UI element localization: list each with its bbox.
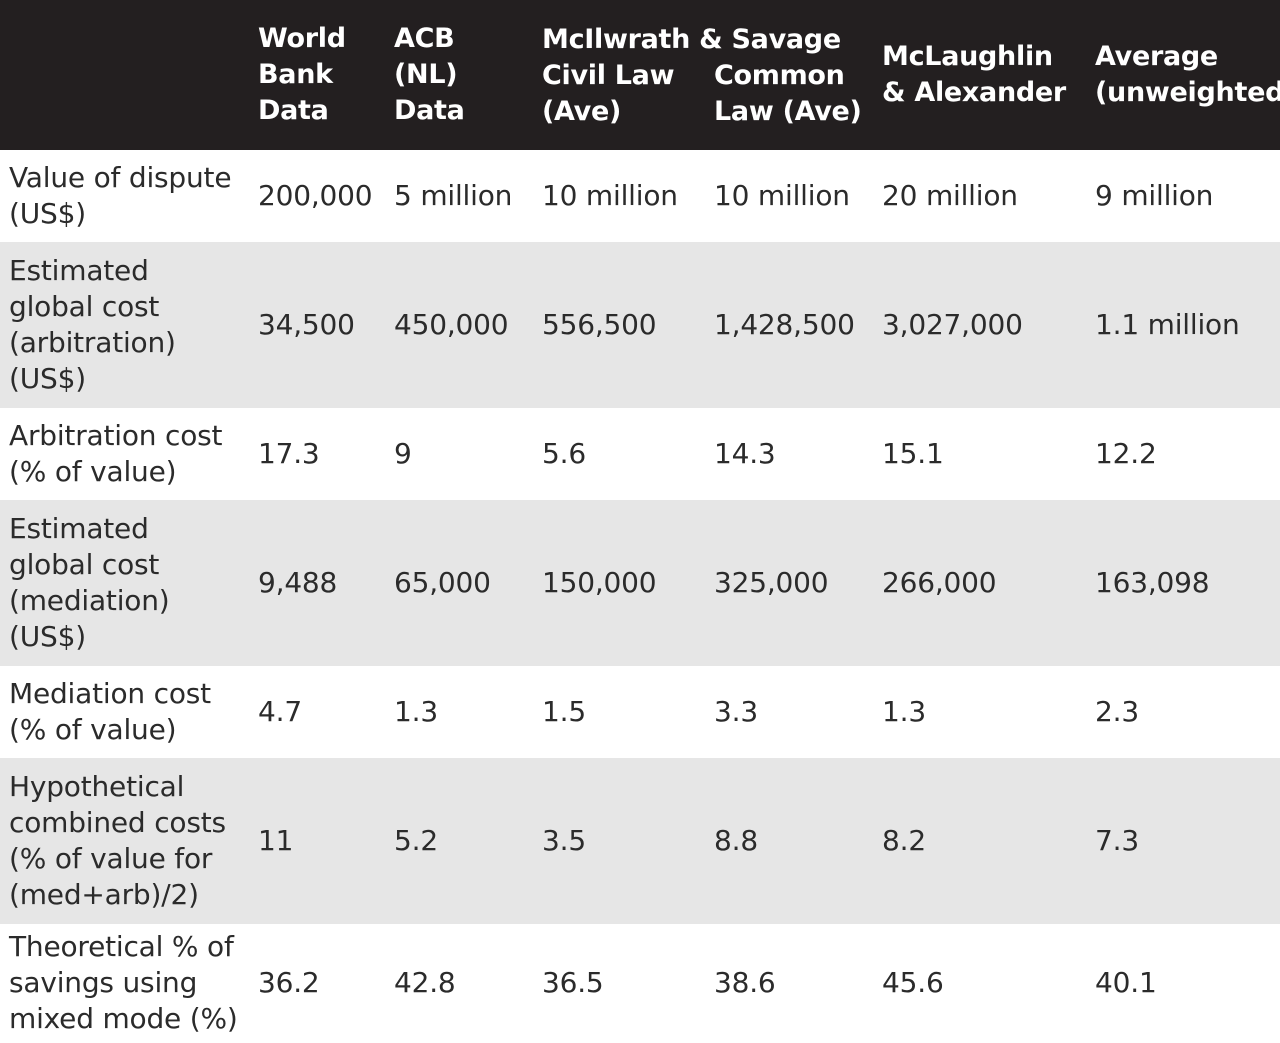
table-cell: 2.3 — [1095, 695, 1139, 728]
row-label: Mediation cost (% of value) — [9, 677, 211, 746]
table-cell: 163,098 — [1095, 566, 1210, 599]
table-cell: 45.6 — [882, 965, 944, 999]
table-cell: 17.3 — [258, 437, 320, 470]
table-row: Value of dispute (US$) 200,000 5 million… — [0, 150, 1280, 242]
table-cell: 3,027,000 — [882, 308, 1023, 341]
table-cell: 266,000 — [882, 566, 997, 599]
table-row: Theoretical % of savings using mixed mod… — [0, 924, 1280, 1041]
table-cell: 150,000 — [542, 566, 657, 599]
table-cell: 1.3 — [394, 695, 438, 728]
table-cell: 36.2 — [258, 965, 320, 999]
header-world-bank: World Bank Data — [258, 23, 346, 126]
table-cell: 65,000 — [394, 566, 491, 599]
table-row: Arbitration cost (% of value) 17.3 9 5.6… — [0, 408, 1280, 500]
header-acb-nl: ACB (NL) Data — [394, 23, 465, 126]
table-cell: 42.8 — [394, 965, 456, 999]
header-corner-cell — [0, 0, 248, 150]
table-cell: 325,000 — [714, 566, 829, 599]
table-cell: 7.3 — [1095, 824, 1139, 857]
header-civil-law: Civil Law (Ave) — [542, 60, 675, 127]
table-cell: 3.3 — [714, 695, 758, 728]
table-row: Hypothetical combined costs (% of value … — [0, 758, 1280, 924]
table-cell: 3.5 — [542, 824, 586, 857]
table-cell: 1.3 — [882, 695, 926, 728]
table-cell: 9 — [394, 437, 412, 470]
table-cell: 38.6 — [714, 965, 776, 999]
row-label: Estimated global cost (mediation) (US$) — [9, 512, 170, 653]
table-cell: 34,500 — [258, 308, 355, 341]
table-cell: 14.3 — [714, 437, 776, 470]
table-cell: 556,500 — [542, 308, 657, 341]
header-mclaughlin-alexander: McLaughlin & Alexander — [882, 41, 1066, 108]
table-cell: 5.6 — [542, 437, 586, 470]
header-group-mcilwrath-savage: McIlwrath & Savage — [542, 24, 841, 55]
table-cell: 1.1 million — [1095, 308, 1240, 341]
table-cell: 11 — [258, 824, 294, 857]
table-cell: 1.5 — [542, 695, 586, 728]
table-cell: 9,488 — [258, 566, 338, 599]
header-row-top: World Bank Data ACB (NL) Data McIlwrath … — [0, 0, 1280, 126]
row-label: Hypothetical combined costs (% of value … — [9, 770, 226, 911]
table-cell: 15.1 — [882, 437, 944, 470]
table-cell: 5 million — [394, 179, 513, 212]
table-cell: 8.8 — [714, 824, 758, 857]
row-label: Arbitration cost (% of value) — [9, 419, 223, 488]
table-cell: 4.7 — [258, 695, 302, 728]
table-cell: 10 million — [714, 179, 850, 212]
row-label: Estimated global cost (arbitration) (US$… — [9, 254, 176, 395]
table-cell: 12.2 — [1095, 437, 1157, 470]
table-cell: 450,000 — [394, 308, 509, 341]
table-cell: 9 million — [1095, 179, 1214, 212]
header-common-law: Common Law (Ave) — [714, 60, 862, 127]
table-cell: 10 million — [542, 179, 678, 212]
row-label: Value of dispute (US$) — [9, 161, 232, 230]
table-cell: 36.5 — [542, 965, 604, 999]
table-cell: 8.2 — [882, 824, 926, 857]
table-row: Estimated global cost (mediation) (US$) … — [0, 500, 1280, 666]
table-header: World Bank Data ACB (NL) Data McIlwrath … — [0, 0, 1280, 150]
table-cell: 5.2 — [394, 824, 438, 857]
table-row: Estimated global cost (arbitration) (US$… — [0, 242, 1280, 408]
table-cell: 40.1 — [1095, 965, 1157, 999]
table-cell: 20 million — [882, 179, 1018, 212]
table-body: Value of dispute (US$) 200,000 5 million… — [0, 150, 1280, 1041]
header-average: Average (unweighted) — [1095, 41, 1280, 108]
table-cell: 200,000 — [258, 179, 373, 212]
table-row: Mediation cost (% of value) 4.7 1.3 1.5 … — [0, 666, 1280, 758]
row-label: Theoretical % of savings using mixed mod… — [9, 929, 238, 1035]
table-cell: 1,428,500 — [714, 308, 855, 341]
